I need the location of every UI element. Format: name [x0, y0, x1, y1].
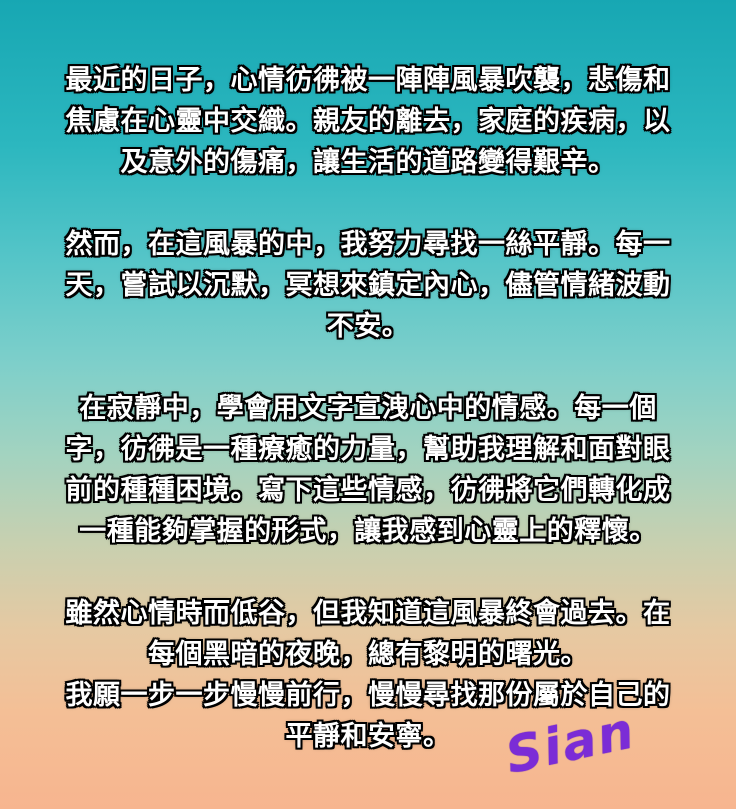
- poem-line: 不安。: [326, 311, 410, 342]
- poem-line: 我願一步一步慢慢前行，慢慢尋找那份屬於自己的: [65, 680, 671, 711]
- poem-line: 及意外的傷痛，讓生活的道路變得艱辛。: [120, 147, 616, 178]
- poem-line: 焦慮在心靈中交織。親友的離去，家庭的疾病，以: [65, 106, 671, 137]
- poem-line: 雖然心情時而低谷，但我知道這風暴終會過去。在: [65, 598, 671, 629]
- paragraph-gap: [22, 552, 714, 593]
- paragraph-gap: [22, 347, 714, 388]
- poem-line: 在寂靜中，學會用文字宣洩心中的情感。每一個: [79, 393, 657, 424]
- poem-line: 平靜和安寧。: [285, 721, 451, 752]
- poem-line: 一種能夠掌握的形式，讓我感到心靈上的釋懷。: [79, 516, 657, 547]
- poem-line: 字，彷彿是一種療癒的力量，幫助我理解和面對眼: [65, 434, 671, 465]
- poem-line: 最近的日子，心情彷彿被一陣陣風暴吹襲，悲傷和: [65, 65, 671, 96]
- poem-line: 然而，在這風暴的中，我努力尋找一絲平靜。每一: [65, 229, 671, 260]
- paragraph-gap: [22, 183, 714, 224]
- poem-line: 前的種種困境。寫下這些情感，彷彿將它們轉化成: [65, 475, 671, 506]
- poem-line: 每個黑暗的夜晚，總有黎明的曙光。: [148, 639, 588, 670]
- poem-text: 最近的日子，心情彷彿被一陣陣風暴吹襲，悲傷和 焦慮在心靈中交織。親友的離去，家庭…: [22, 60, 714, 757]
- poem-line: 天，嘗試以沉默，冥想來鎮定內心，儘管情緒波動: [65, 270, 671, 301]
